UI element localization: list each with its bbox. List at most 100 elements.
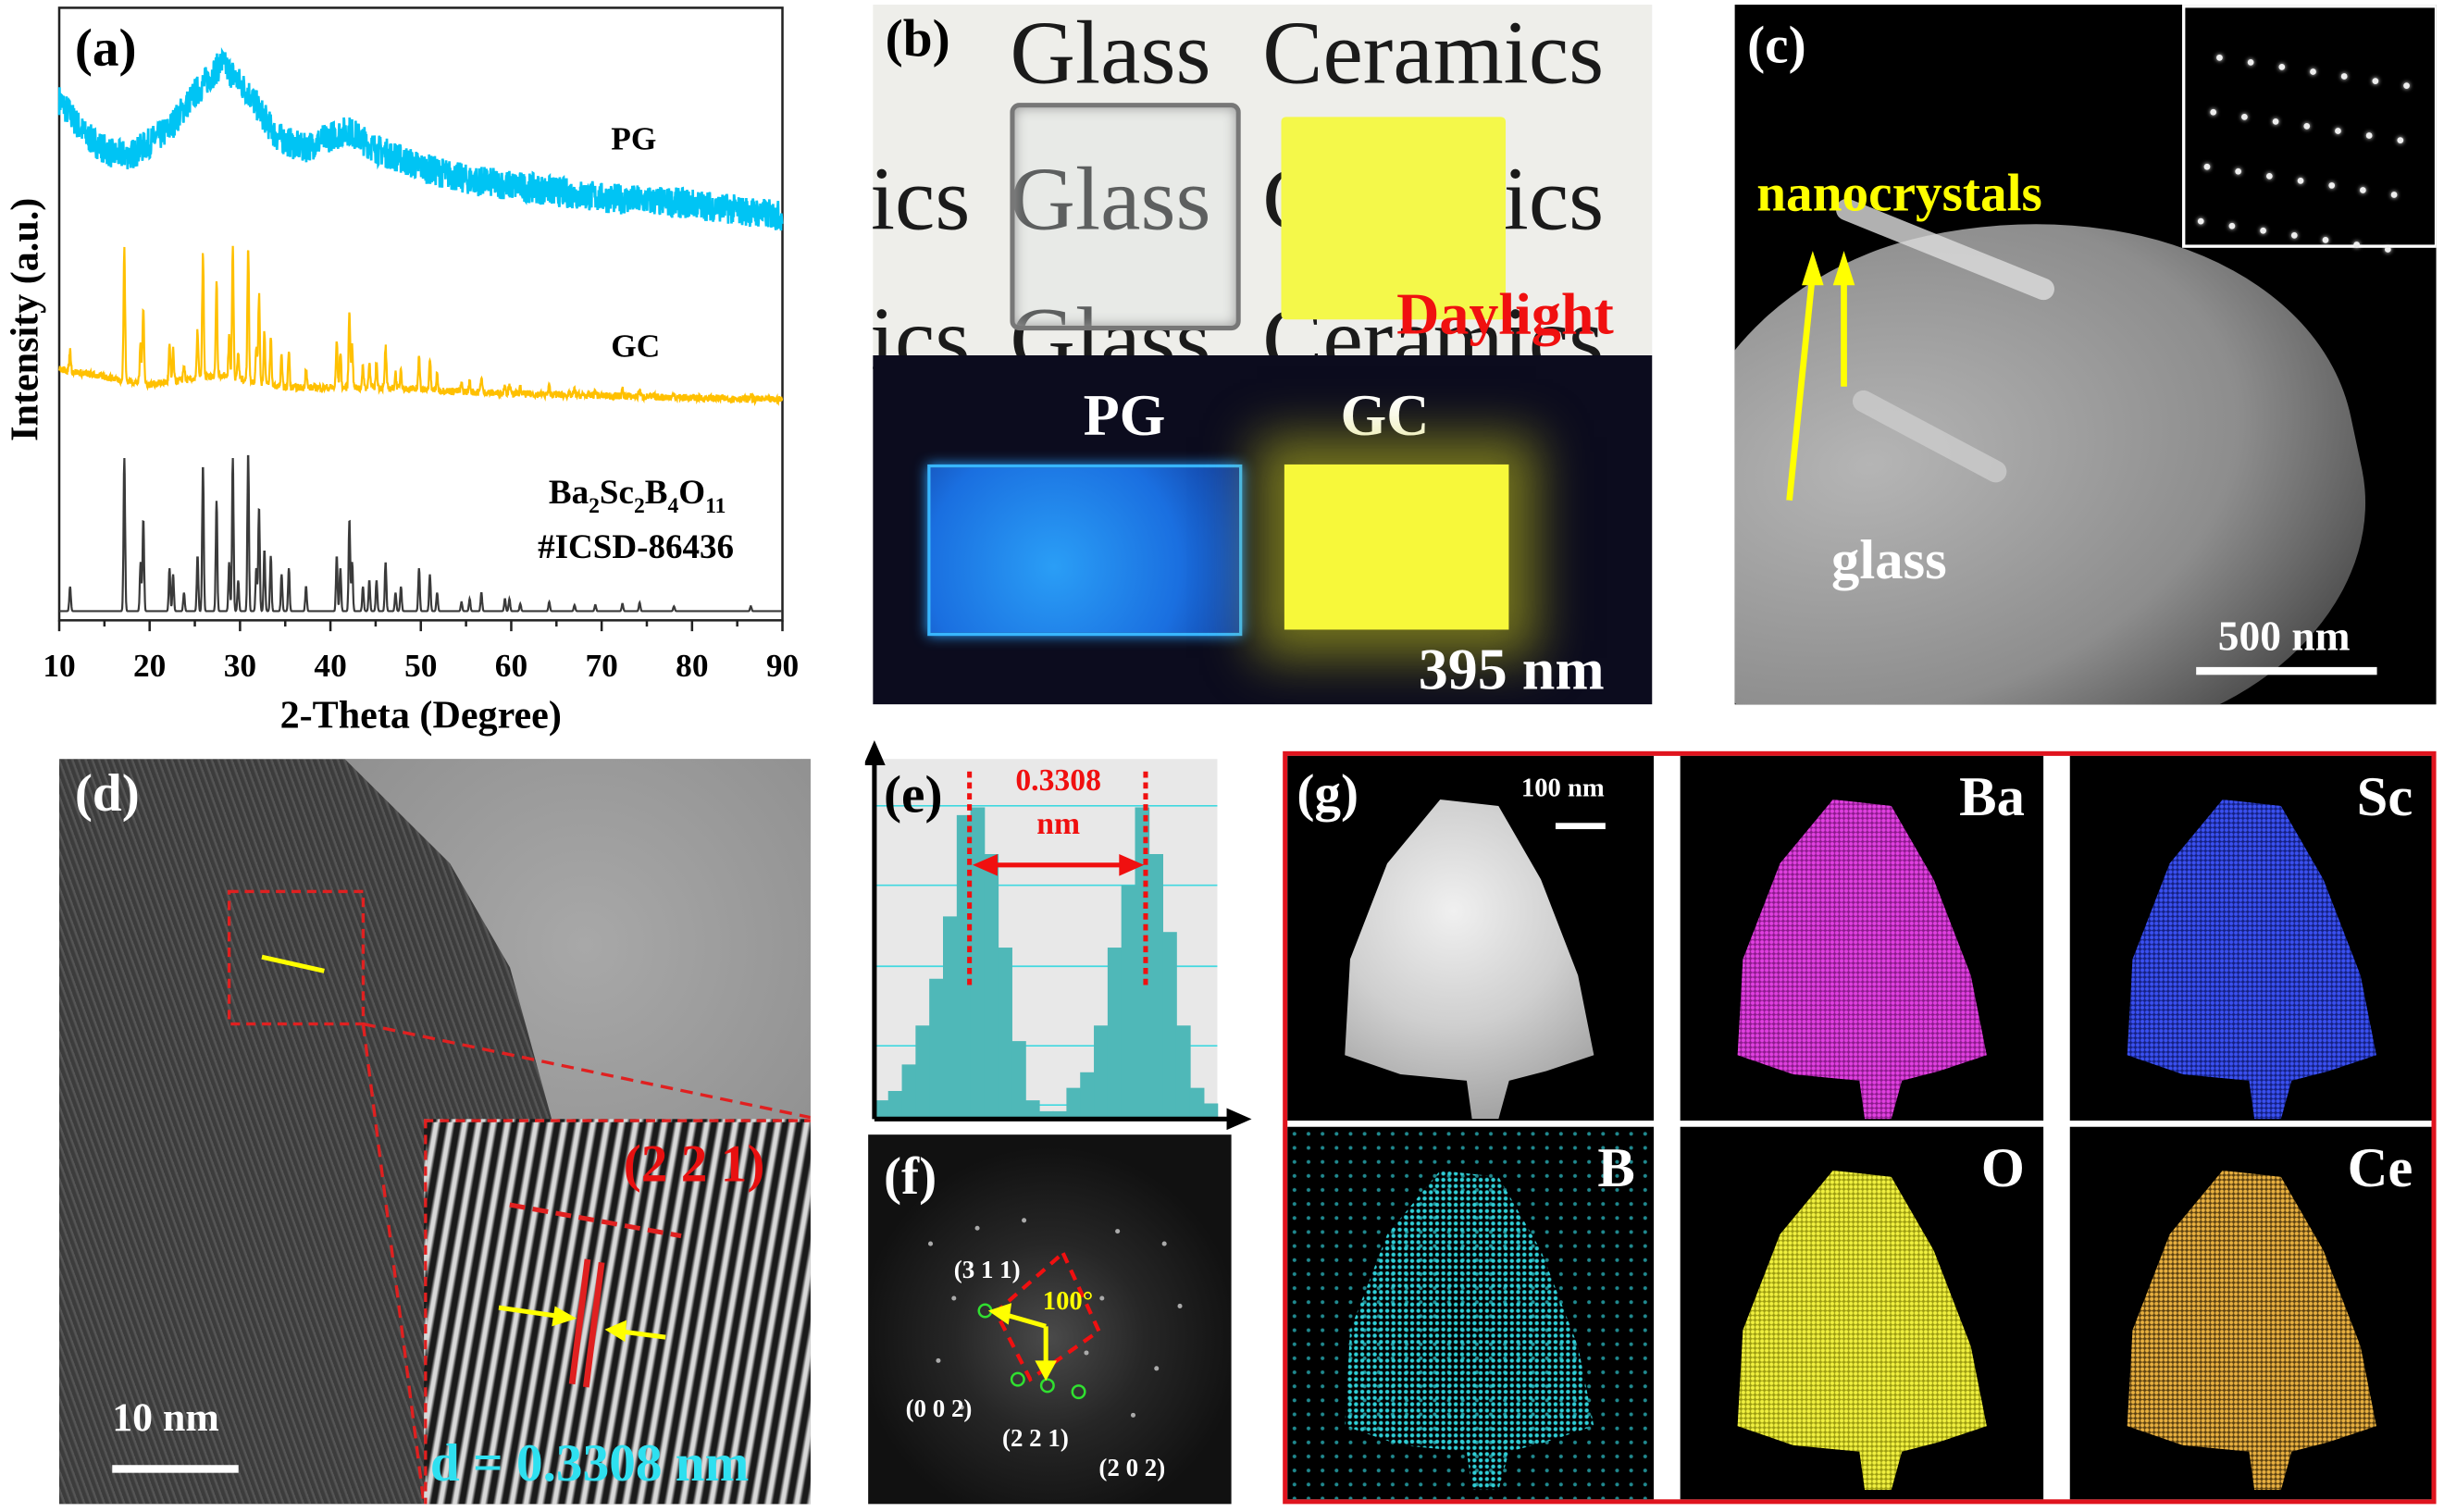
bg-text: ics	[873, 148, 971, 250]
diffraction-spot	[2228, 222, 2236, 229]
profile-bar	[1148, 853, 1163, 1120]
panel-label-c: (c)	[1747, 17, 1806, 75]
fft-spot	[1022, 1218, 1027, 1223]
fft-spot	[1130, 1412, 1136, 1418]
profile-bar	[887, 1091, 903, 1120]
fft-spot	[1154, 1366, 1160, 1371]
panel-f-fft: 100° (3 1 1) (0 0 2) (2 2 1) (2 0 2) (f)	[868, 1134, 1232, 1505]
profile-bar	[901, 1064, 917, 1120]
x-tick-label: 40	[314, 647, 346, 684]
series-label-ref-id: #ICSD-86436	[538, 528, 734, 566]
fft-spot	[1161, 1241, 1167, 1246]
diffraction-spot	[2310, 68, 2316, 75]
diffraction-spot	[2203, 163, 2211, 170]
particle	[1737, 799, 1987, 1120]
y-axis-arrow-icon	[864, 740, 886, 765]
daylight-label: Daylight	[1396, 281, 1614, 348]
fft-spot	[1084, 1350, 1089, 1356]
panel-g-eds-mapping: 100 nm (g) Ba Sc B O Ce	[1283, 750, 2437, 1505]
profile-bar	[1121, 885, 1136, 1120]
element-label-b: B	[1597, 1135, 1635, 1199]
zoom-line	[363, 1022, 811, 1120]
arrow-head-icon	[604, 1320, 627, 1343]
panel-label-f: (f)	[884, 1147, 937, 1206]
diffraction-spot	[2360, 187, 2366, 193]
fft-spot	[1177, 1303, 1183, 1308]
diffraction-spot	[2365, 132, 2373, 139]
diffraction-spot	[2403, 82, 2410, 90]
spot-label: (0 0 2)	[906, 1394, 973, 1422]
series-line-gc	[57, 245, 784, 407]
panel-label-d: (d)	[74, 764, 140, 824]
pg-glass-sample	[1010, 103, 1241, 331]
arrow-icon	[1786, 272, 1817, 502]
x-tick-label: 50	[404, 647, 437, 684]
diffraction-spot	[2290, 231, 2298, 239]
profile-bar	[1162, 932, 1177, 1120]
particle	[1737, 1170, 1987, 1491]
element-label-ce: Ce	[2347, 1135, 2413, 1199]
panel-label-g: (g)	[1296, 764, 1359, 824]
panel-e-line-profile: 0.3308 nm (e)	[864, 740, 1252, 1131]
panel-d-hrtem: (2 2 1) d = 0.3308 nm 10 nm (d)	[59, 759, 811, 1505]
map-sc: Sc	[2069, 755, 2432, 1122]
scale-bar	[112, 1465, 239, 1473]
pg-label: PG	[1083, 383, 1166, 450]
panel-label-a: (a)	[75, 19, 137, 78]
profile-bar	[1189, 1087, 1205, 1120]
bg-text: Ceramics	[1262, 5, 1605, 104]
spot-marker	[1071, 1384, 1086, 1400]
profile-bar	[956, 814, 972, 1120]
profile-bar	[1175, 1025, 1191, 1120]
diffraction-spot	[2197, 217, 2204, 225]
bg-text: Glass	[1010, 148, 1211, 250]
series-label-ref-formula: Ba2Sc2B4O11	[549, 474, 726, 518]
fft-annotations: 100° (3 1 1) (0 0 2) (2 2 1) (2 0 2) (f)	[884, 1147, 1183, 1481]
annotations	[112, 889, 811, 1505]
gc-label: GC	[1340, 383, 1430, 450]
gc-sample	[1281, 117, 1507, 320]
x-tick-label: 60	[495, 647, 527, 684]
x-ticks: 10 20 30 40 50 60 70 80 90	[43, 620, 799, 684]
fft-spot	[1115, 1229, 1121, 1234]
daylight-photo: Glass Ceramics ics Glass Ceramics ics Gl…	[873, 5, 1653, 384]
panel-label-e: (e)	[884, 766, 943, 824]
saed-inset	[2182, 5, 2437, 253]
diffraction-spot	[2247, 59, 2254, 66]
panel-b-photo: Glass Ceramics ics Glass Ceramics ics Gl…	[873, 5, 1653, 705]
profile-bar	[984, 853, 999, 1120]
fft-spot	[951, 1295, 957, 1301]
plane-label: (2 2 1)	[623, 1135, 765, 1195]
x-tick-label: 20	[133, 647, 166, 684]
arrow-icon	[498, 1305, 565, 1320]
profile-bar	[1080, 1072, 1095, 1120]
map-b: B	[1287, 1126, 1655, 1500]
profile-bar	[1066, 1087, 1082, 1120]
profile-bar	[929, 978, 944, 1120]
particle	[2127, 1170, 2376, 1491]
profile-bar	[874, 1100, 889, 1120]
series-group	[57, 47, 784, 613]
distance-unit: nm	[1036, 807, 1080, 841]
fft-spot	[928, 1241, 934, 1246]
spot-label: (2 0 2)	[1098, 1454, 1165, 1481]
arrow-head-icon	[1119, 853, 1145, 876]
profile-bars	[874, 807, 1219, 1120]
fft-spot	[936, 1357, 941, 1363]
series-label-gc: GC	[611, 328, 660, 365]
diffraction-spot	[2241, 113, 2248, 120]
y-axis-label: Intensity (a.u.)	[3, 198, 46, 441]
diffraction-spot	[2397, 137, 2404, 143]
diffraction-spot	[2390, 192, 2398, 198]
selection-box	[227, 889, 366, 1026]
x-axis-arrow-icon	[1226, 1108, 1252, 1131]
scale-label: 10 nm	[112, 1394, 219, 1441]
fringe-line	[568, 1258, 591, 1385]
arrow-head-icon	[1802, 251, 1824, 286]
diffraction-spot	[2372, 78, 2379, 84]
fft-spot	[1099, 1295, 1105, 1301]
profile-bar	[1094, 1025, 1109, 1120]
arrow-head-icon	[987, 1303, 1012, 1325]
uv-photo: PG GC 395 nm	[873, 355, 1653, 705]
diffraction-spot	[2322, 237, 2329, 243]
